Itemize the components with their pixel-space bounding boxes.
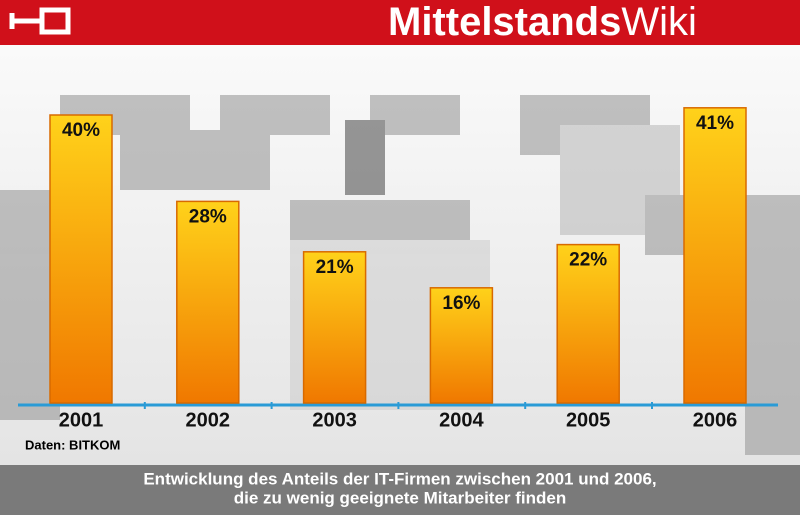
value-label: 28% — [189, 206, 227, 227]
bar — [556, 243, 620, 404]
value-label: 40% — [62, 120, 100, 141]
value-label: 22% — [569, 250, 607, 271]
x-tick-label: 2005 — [566, 409, 611, 431]
bar — [683, 107, 747, 404]
bar — [429, 287, 494, 404]
source: Daten: BITKOM — [25, 437, 120, 452]
logo-text: MittelstandsWiki — [388, 0, 697, 44]
caption-bar — [0, 465, 800, 515]
x-tick-label: 2004 — [439, 409, 484, 431]
bar — [302, 251, 367, 404]
caption-line: Entwicklung des Anteils der IT-Firmen zw… — [143, 469, 656, 488]
x-tick-label: 2006 — [693, 409, 738, 431]
x-tick-label: 2003 — [312, 409, 357, 431]
bar — [49, 114, 113, 404]
value-label: 21% — [316, 257, 354, 278]
logo-suffix: Wiki — [621, 0, 697, 44]
x-tick-label: 2001 — [59, 409, 104, 431]
x-tick-label: 2002 — [186, 409, 231, 431]
logo-main: Mittelstands — [388, 0, 621, 44]
value-label: 16% — [442, 293, 480, 314]
value-label: 41% — [696, 113, 734, 134]
bar — [176, 200, 240, 404]
logo-icon — [9, 7, 71, 35]
caption-line: die zu wenig geeignete Mitarbeiter finde… — [234, 488, 567, 507]
header-bar — [0, 0, 800, 45]
